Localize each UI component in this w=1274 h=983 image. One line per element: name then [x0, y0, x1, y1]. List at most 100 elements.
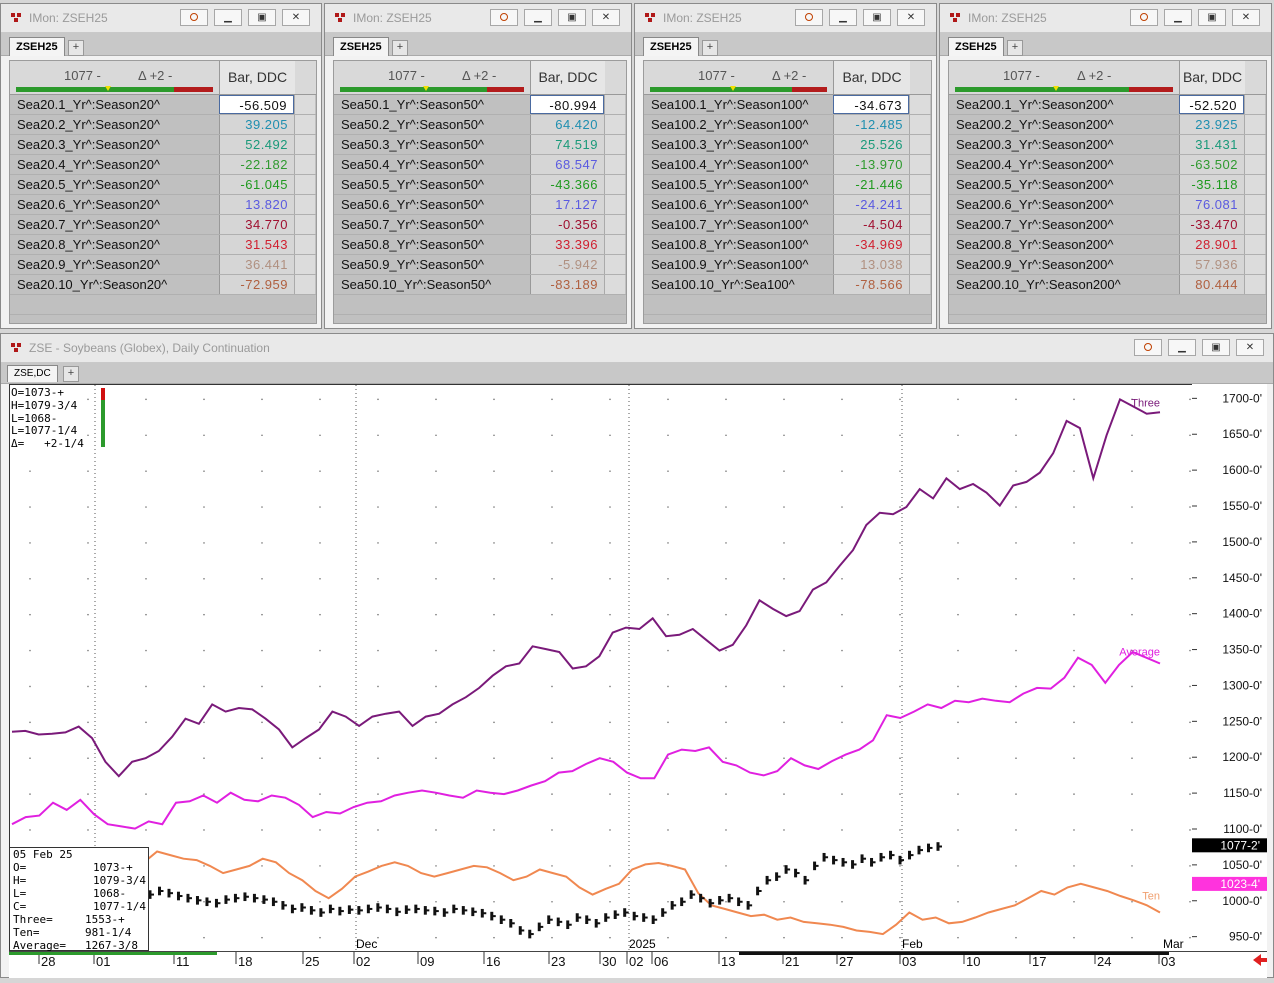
column-header[interactable]: Bar, DDC — [219, 61, 295, 94]
quote-row[interactable]: Sea100.3_Yr^:Season100^ 25.526 — [644, 135, 931, 155]
quote-row[interactable]: Sea20.10_Yr^:Season20^ -72.959 — [10, 275, 316, 295]
chart-titlebar[interactable]: ZSE - Soybeans (Globex), Daily Continuat… — [1, 334, 1273, 363]
close-button[interactable]: ✕ — [897, 9, 925, 26]
study-value[interactable]: -61.045 — [219, 175, 294, 194]
study-value[interactable]: 28.901 — [1179, 235, 1244, 254]
study-value[interactable]: -80.994 — [530, 95, 604, 114]
maximize-button[interactable]: ▣ — [1198, 9, 1226, 26]
date-axis[interactable]: 28 01 11 18 25 02 09 16 23 30 02 06 13 21 27 03 10 17 24 03 — [9, 951, 1267, 978]
quote-row[interactable]: Sea100.4_Yr^:Season100^ -13.970 — [644, 155, 931, 175]
study-value[interactable]: 57.936 — [1179, 255, 1244, 274]
quote-titlebar[interactable]: IMon: ZSEH25 ▁ ▣ ✕ — [325, 4, 631, 33]
study-value[interactable]: -5.942 — [530, 255, 604, 274]
study-value[interactable]: 74.519 — [530, 135, 604, 154]
column-header[interactable]: Bar, DDC — [1179, 61, 1245, 94]
close-button[interactable]: ✕ — [592, 9, 620, 26]
study-value[interactable]: -72.959 — [219, 275, 294, 294]
quote-row[interactable]: Sea200.6_Yr^:Season200^ 76.081 — [949, 195, 1266, 215]
quote-titlebar[interactable]: IMon: ZSEH25 ▁ ▣ ✕ — [1, 4, 321, 33]
minimize-button[interactable]: ▁ — [214, 9, 242, 26]
study-value[interactable]: 31.543 — [219, 235, 294, 254]
quote-row[interactable]: Sea20.4_Yr^:Season20^ -22.182 — [10, 155, 316, 175]
study-value[interactable]: -4.504 — [833, 215, 909, 234]
symbol-tab[interactable]: ZSEH25 — [333, 37, 389, 56]
chart-plot-area[interactable]: Three Average Ten Dec 2025 Feb Mar O=1073-+ H=… — [9, 384, 1194, 953]
quote-row[interactable]: Sea200.5_Yr^:Season200^ -35.118 — [949, 175, 1266, 195]
study-value[interactable]: -13.970 — [833, 155, 909, 174]
quote-row[interactable]: Sea20.3_Yr^:Season20^ 52.492 — [10, 135, 316, 155]
pin-button[interactable] — [490, 9, 518, 26]
quote-row[interactable]: Sea100.9_Yr^:Season100^ 13.038 — [644, 255, 931, 275]
pin-button[interactable] — [1134, 339, 1162, 356]
study-value[interactable]: 33.396 — [530, 235, 604, 254]
quote-row[interactable]: Sea100.10_Yr^:Sea100^ -78.566 — [644, 275, 931, 295]
quote-row[interactable]: Sea20.2_Yr^:Season20^ 39.205 — [10, 115, 316, 135]
study-value[interactable]: 34.770 — [219, 215, 294, 234]
study-value[interactable]: 64.420 — [530, 115, 604, 134]
quote-row[interactable]: Sea50.6_Yr^:Season50^ 17.127 — [334, 195, 626, 215]
quote-row[interactable]: Sea200.8_Yr^:Season200^ 28.901 — [949, 235, 1266, 255]
study-value[interactable]: -33.470 — [1179, 215, 1244, 234]
quote-row[interactable]: Sea200.9_Yr^:Season200^ 57.936 — [949, 255, 1266, 275]
quote-titlebar[interactable]: IMon: ZSEH25 ▁ ▣ ✕ — [635, 4, 936, 33]
study-value[interactable]: -83.189 — [530, 275, 604, 294]
study-value[interactable]: -24.241 — [833, 195, 909, 214]
add-tab-button[interactable]: + — [702, 40, 718, 56]
pin-button[interactable] — [180, 9, 208, 26]
quote-row[interactable]: Sea100.2_Yr^:Season100^ -12.485 — [644, 115, 931, 135]
symbol-tab[interactable]: ZSEH25 — [643, 37, 699, 56]
maximize-button[interactable]: ▣ — [558, 9, 586, 26]
study-value[interactable]: 76.081 — [1179, 195, 1244, 214]
minimize-button[interactable]: ▁ — [1164, 9, 1192, 26]
price-axis[interactable]: 1700-0' 1650-0' 1600-0' 1550-0' 1500-0' 1450-… — [1192, 384, 1267, 951]
study-value[interactable]: -12.485 — [833, 115, 909, 134]
quote-row[interactable]: Sea50.10_Yr^:Season50^ -83.189 — [334, 275, 626, 295]
quote-row[interactable]: Sea20.1_Yr^:Season20^ -56.509 — [10, 95, 316, 115]
quote-row[interactable]: Sea200.10_Yr^:Season200^ 80.444 — [949, 275, 1266, 295]
quote-row[interactable]: Sea50.7_Yr^:Season50^ -0.356 — [334, 215, 626, 235]
quote-row[interactable]: Sea50.5_Yr^:Season50^ -43.366 — [334, 175, 626, 195]
add-tab-button[interactable]: + — [68, 40, 84, 56]
quote-row[interactable]: Sea100.7_Yr^:Season100^ -4.504 — [644, 215, 931, 235]
study-value[interactable]: 13.820 — [219, 195, 294, 214]
quote-row[interactable]: Sea50.9_Yr^:Season50^ -5.942 — [334, 255, 626, 275]
quote-row[interactable]: Sea50.1_Yr^:Season50^ -80.994 — [334, 95, 626, 115]
quote-row[interactable]: Sea200.2_Yr^:Season200^ 23.925 — [949, 115, 1266, 135]
add-tab-button[interactable]: + — [392, 40, 408, 56]
study-value[interactable]: -34.673 — [833, 95, 909, 114]
study-value[interactable]: 39.205 — [219, 115, 294, 134]
pin-button[interactable] — [795, 9, 823, 26]
quote-row[interactable]: Sea50.8_Yr^:Season50^ 33.396 — [334, 235, 626, 255]
study-value[interactable]: -34.969 — [833, 235, 909, 254]
close-button[interactable]: ✕ — [282, 9, 310, 26]
study-value[interactable]: -22.182 — [219, 155, 294, 174]
study-value[interactable]: -21.446 — [833, 175, 909, 194]
minimize-button[interactable]: ▁ — [1168, 339, 1196, 356]
quote-row[interactable]: Sea100.1_Yr^:Season100^ -34.673 — [644, 95, 931, 115]
add-tab-button[interactable]: + — [1007, 40, 1023, 56]
study-value[interactable]: -0.356 — [530, 215, 604, 234]
study-value[interactable]: 23.925 — [1179, 115, 1244, 134]
close-button[interactable]: ✕ — [1236, 339, 1264, 356]
column-header[interactable]: Bar, DDC — [530, 61, 605, 94]
quote-row[interactable]: Sea200.4_Yr^:Season200^ -63.502 — [949, 155, 1266, 175]
study-value[interactable]: 13.038 — [833, 255, 909, 274]
quote-row[interactable]: Sea20.7_Yr^:Season20^ 34.770 — [10, 215, 316, 235]
study-value[interactable]: 36.441 — [219, 255, 294, 274]
study-value[interactable]: 80.444 — [1179, 275, 1244, 294]
minimize-button[interactable]: ▁ — [524, 9, 552, 26]
quote-row[interactable]: Sea100.8_Yr^:Season100^ -34.969 — [644, 235, 931, 255]
minimize-button[interactable]: ▁ — [829, 9, 857, 26]
maximize-button[interactable]: ▣ — [1202, 339, 1230, 356]
maximize-button[interactable]: ▣ — [248, 9, 276, 26]
add-tab-button[interactable]: + — [63, 366, 79, 382]
maximize-button[interactable]: ▣ — [863, 9, 891, 26]
study-value[interactable]: -43.366 — [530, 175, 604, 194]
quote-row[interactable]: Sea200.3_Yr^:Season200^ 31.431 — [949, 135, 1266, 155]
quote-row[interactable]: Sea200.7_Yr^:Season200^ -33.470 — [949, 215, 1266, 235]
quote-row[interactable]: Sea20.5_Yr^:Season20^ -61.045 — [10, 175, 316, 195]
quote-row[interactable]: Sea100.5_Yr^:Season100^ -21.446 — [644, 175, 931, 195]
symbol-tab[interactable]: ZSEH25 — [948, 37, 1004, 56]
close-button[interactable]: ✕ — [1232, 9, 1260, 26]
study-value[interactable]: 17.127 — [530, 195, 604, 214]
